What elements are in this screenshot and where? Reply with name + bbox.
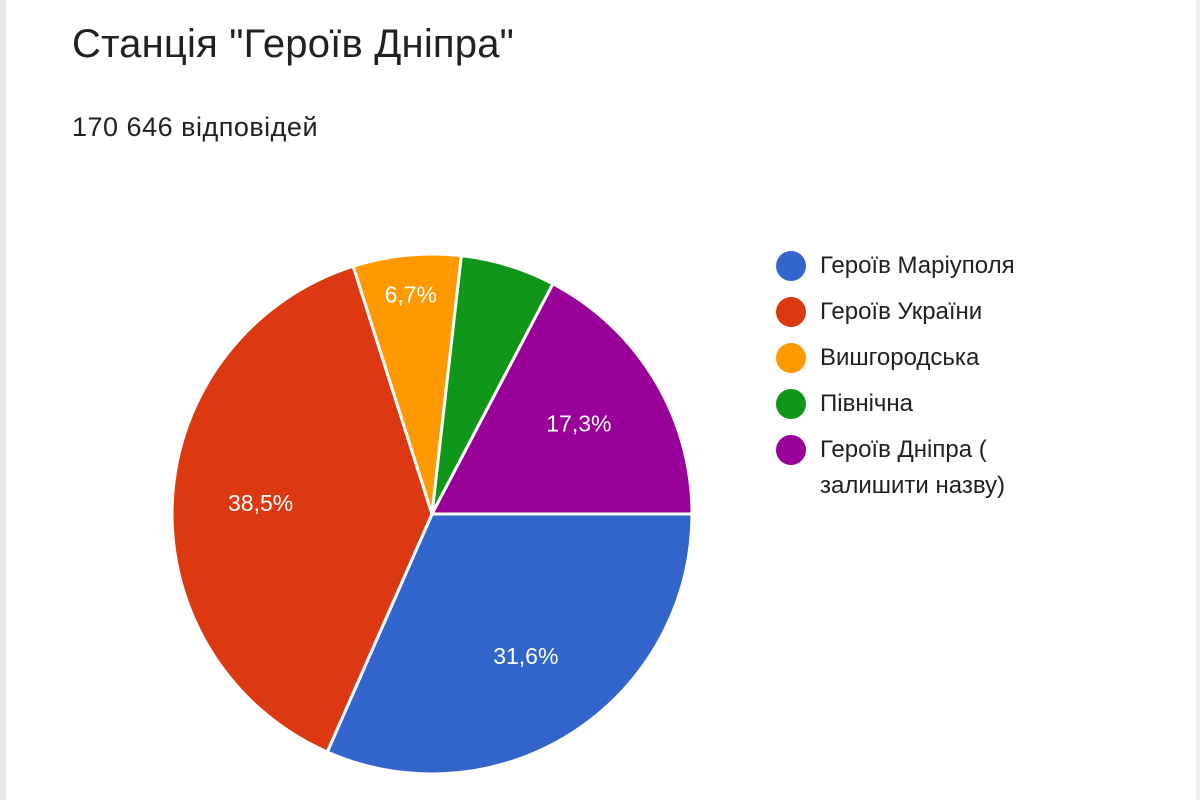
- right-border: [1196, 0, 1200, 800]
- legend-swatch-icon: [776, 297, 806, 327]
- legend-item[interactable]: Героїв Маріуполя: [776, 248, 1060, 284]
- slice-percent-label: 6,7%: [385, 282, 437, 308]
- chart-title: Станція "Героїв Дніпра": [72, 22, 515, 66]
- legend-swatch-icon: [776, 435, 806, 465]
- slice-percent-label: 17,3%: [546, 410, 611, 436]
- legend-label: Героїв Дніпра ( залишити назву): [820, 436, 1006, 499]
- pie-slice[interactable]: [170, 264, 434, 754]
- legend-swatch-icon: [776, 251, 806, 281]
- chart-legend: Героїв Маріуполя Героїв України Вишгород…: [776, 248, 1060, 514]
- pie-slice[interactable]: [351, 252, 463, 515]
- legend-swatch-icon: [776, 343, 806, 373]
- legend-label: Північна: [820, 390, 914, 417]
- pie-slice[interactable]: [429, 281, 694, 516]
- legend-item[interactable]: Героїв Дніпра ( залишити назву): [776, 432, 1060, 504]
- slice-percent-label: 31,6%: [493, 643, 558, 669]
- slice-percent-label: 38,5%: [228, 490, 293, 516]
- legend-swatch-icon: [776, 389, 806, 419]
- legend-label: Героїв Маріуполя: [820, 252, 1015, 279]
- left-border: [0, 0, 6, 800]
- legend-label: Героїв України: [820, 298, 983, 325]
- response-count: 170 646 відповідей: [72, 112, 319, 142]
- legend-item[interactable]: Героїв України: [776, 294, 1060, 330]
- legend-item[interactable]: Вишгородська: [776, 340, 1060, 376]
- legend-label: Вишгородська: [820, 344, 980, 371]
- pie-slice[interactable]: [325, 512, 694, 776]
- legend-item[interactable]: Північна: [776, 386, 1060, 422]
